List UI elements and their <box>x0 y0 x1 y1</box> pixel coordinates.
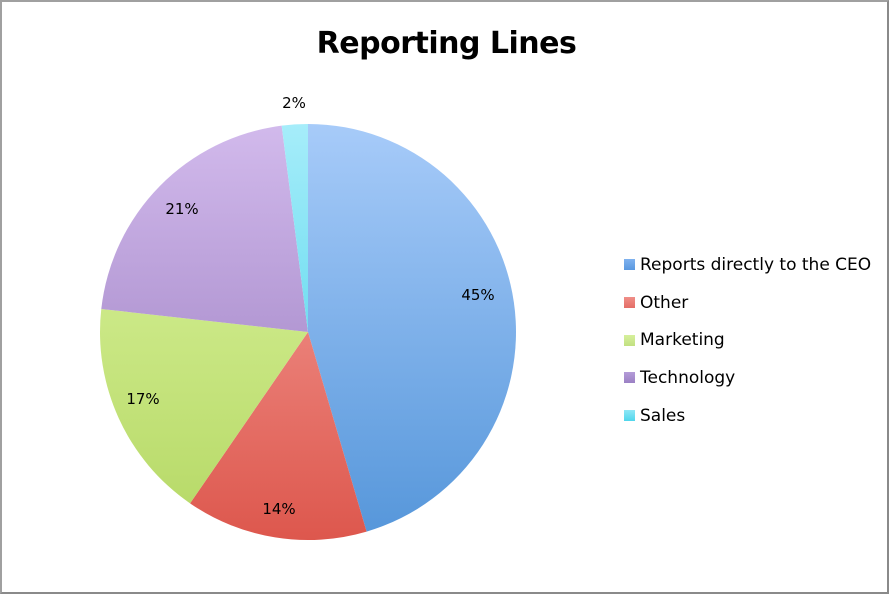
legend-item-ceo: Reports directly to the CEO <box>624 246 871 284</box>
legend-label: Other <box>640 292 689 313</box>
pie-labels: 45% 14% 17% 21% 2% <box>126 94 494 518</box>
legend-label: Sales <box>640 405 686 426</box>
slice-label: 14% <box>262 500 295 518</box>
pie-slices <box>99 124 516 540</box>
legend-label: Technology <box>640 367 736 388</box>
legend-item-technology: Technology <box>624 359 871 397</box>
slice-label: 21% <box>165 200 198 218</box>
slice-marketing <box>99 308 308 504</box>
legend-swatch <box>624 297 635 309</box>
legend-label: Reports directly to the CEO <box>640 254 872 275</box>
slice-label: 45% <box>461 286 494 304</box>
legend-swatch <box>624 372 635 384</box>
legend-label: Marketing <box>640 330 725 351</box>
legend-swatch <box>624 410 635 422</box>
legend-swatch <box>624 259 635 271</box>
legend: Reports directly to the CEO Other Market… <box>624 246 871 434</box>
chart-title: Reporting Lines <box>316 26 577 61</box>
slice-label: 2% <box>282 94 306 112</box>
slice-technology <box>101 125 308 332</box>
legend-item-other: Other <box>624 284 871 322</box>
slice-label: 17% <box>126 390 159 408</box>
slice-ceo <box>308 124 516 532</box>
legend-item-sales: Sales <box>624 397 871 435</box>
slice-sales <box>281 124 308 332</box>
legend-swatch <box>624 334 635 346</box>
legend-item-marketing: Marketing <box>624 321 871 359</box>
slice-other <box>190 332 367 540</box>
